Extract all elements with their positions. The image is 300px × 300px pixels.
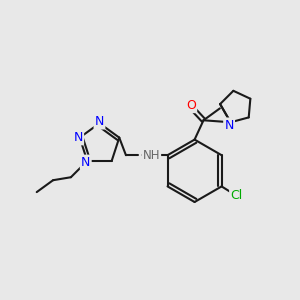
- Text: N: N: [74, 131, 83, 144]
- Text: N: N: [81, 156, 90, 169]
- Text: NH: NH: [142, 149, 160, 162]
- Text: O: O: [186, 99, 196, 112]
- Text: N: N: [95, 115, 104, 128]
- Text: Cl: Cl: [230, 189, 243, 202]
- Text: N: N: [224, 119, 234, 132]
